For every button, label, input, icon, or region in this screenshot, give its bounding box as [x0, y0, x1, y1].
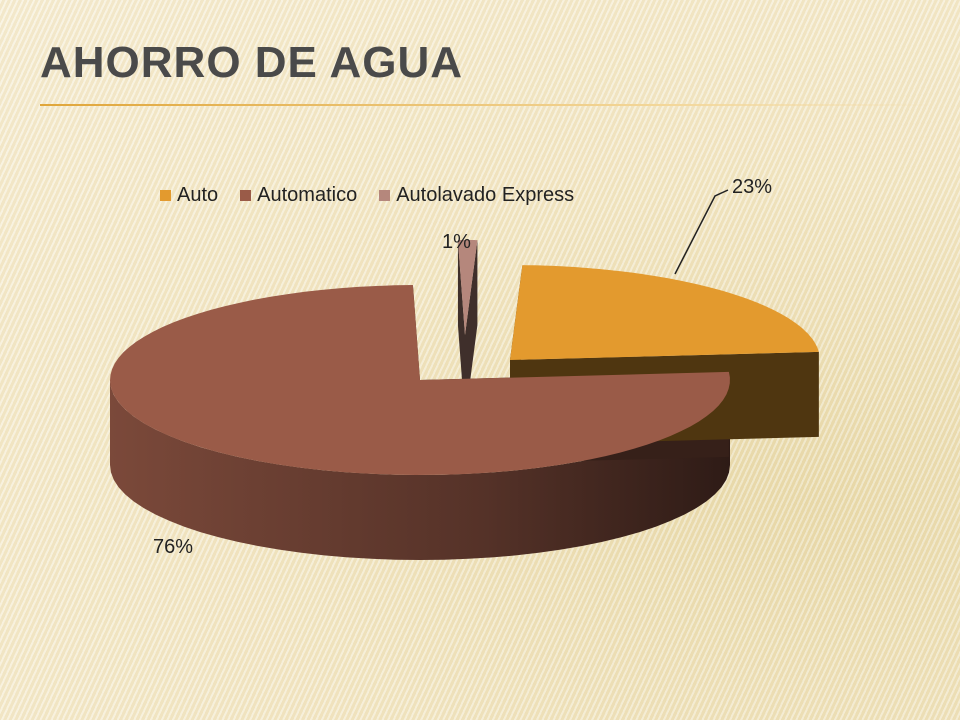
- data-label-autolavado-express: 1%: [442, 231, 471, 253]
- data-label-auto: 23%: [732, 176, 772, 198]
- legend-swatch-autolavado-express: [379, 190, 391, 201]
- pie-side-automatico: [110, 380, 730, 560]
- data-label-automatico: 76%: [153, 536, 193, 558]
- slide-title: AHORRO DE AGUA: [40, 38, 464, 87]
- legend-item-autolavado-express: Autolavado Express: [379, 184, 574, 207]
- legend-swatch-automatico: [240, 190, 252, 201]
- legend-label-auto: Auto: [177, 184, 219, 206]
- pie-cut-autolavado-express-1: [465, 240, 478, 420]
- pie-slice-auto: [510, 265, 819, 360]
- chart-legend: Auto Automatico Autolavado Express: [160, 184, 574, 207]
- legend-label-autolavado-express: Autolavado Express: [396, 184, 575, 206]
- leader-line-auto: [674, 189, 729, 275]
- pie-tops: [110, 240, 819, 475]
- legend-label-automatico: Automatico: [257, 184, 358, 206]
- legend-swatch-auto: [160, 190, 171, 201]
- pie-cut-autolavado-express-0: [457, 240, 465, 420]
- pie-slice-autolavado-express: [457, 240, 478, 335]
- title-underline: [40, 104, 940, 106]
- legend-item-automatico: Automatico: [240, 184, 357, 207]
- pie-slice-automatico: [110, 285, 730, 475]
- legend-item-auto: Auto: [160, 184, 218, 207]
